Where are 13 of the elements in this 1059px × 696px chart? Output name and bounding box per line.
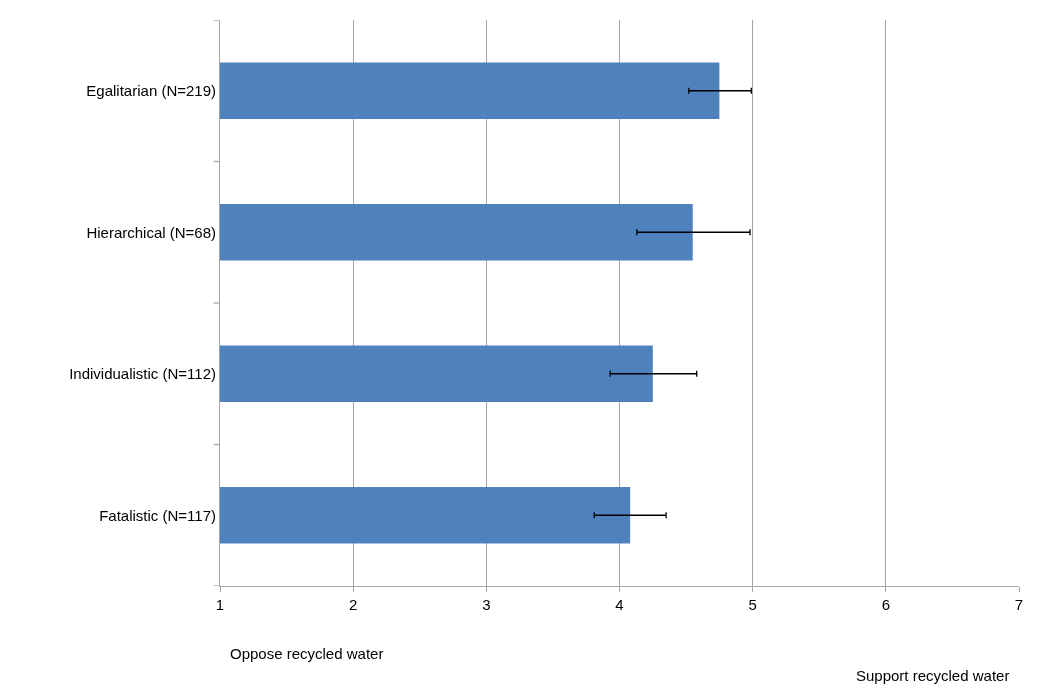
x-tick-label: 4 xyxy=(615,596,624,613)
x-tick-label: 2 xyxy=(349,596,358,613)
y-tick-label: Individualistic (N=112) xyxy=(69,365,216,382)
y-tick-label: Egalitarian (N=219) xyxy=(86,82,216,99)
x-tick-label: 6 xyxy=(881,596,890,613)
y-tick-label: Fatalistic (N=117) xyxy=(99,506,216,524)
x-tick-label: 1 xyxy=(215,596,225,613)
x-tick-label: 7 xyxy=(1014,596,1024,613)
text: Support recycled water xyxy=(856,667,1010,684)
y-tick-label: Hierarchical (N=68) xyxy=(86,223,216,241)
x-tick-label: 5 xyxy=(748,596,757,613)
x-tick-label: 3 xyxy=(482,596,491,613)
text: Oppose recycled water xyxy=(230,645,384,662)
